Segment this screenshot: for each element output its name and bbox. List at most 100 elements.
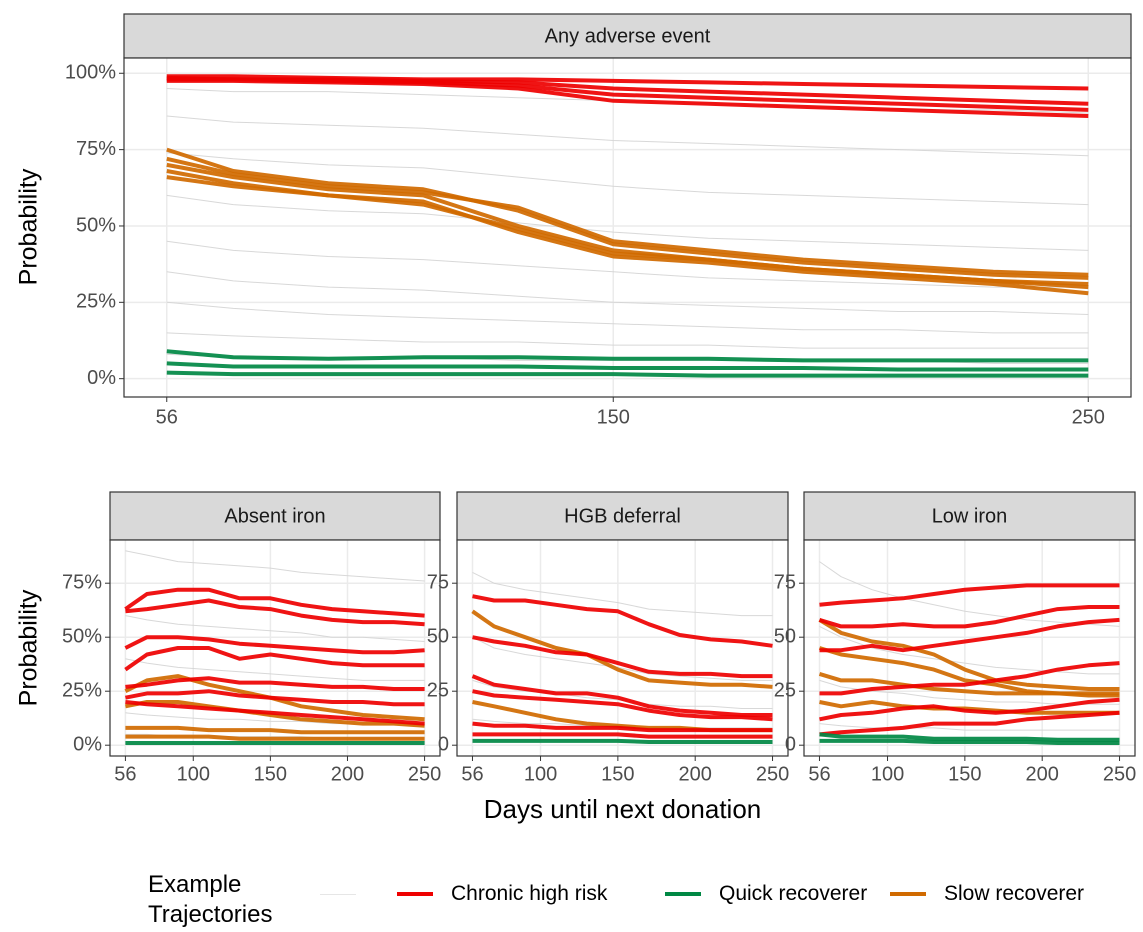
x-tick-label: 100 (177, 763, 210, 785)
trajectory-line (125, 725, 425, 735)
y-tick-label: 25% (76, 291, 116, 313)
trajectory-line (818, 605, 1120, 629)
strip (803, 491, 1136, 541)
trajectory-line (166, 147, 1089, 280)
legend-entry: Quick recoverer (665, 882, 867, 906)
y-axis-title: Probability (15, 168, 43, 285)
trajectory-line (166, 194, 1089, 251)
trajectory-line (124, 635, 425, 655)
trajectory-line (125, 658, 425, 681)
y-tick-label: 0 (785, 733, 796, 755)
y-tick-label: 0 (438, 733, 449, 755)
trajectory-line (166, 240, 1089, 288)
x-tick-label: 250 (1072, 406, 1105, 428)
x-tick-label: 200 (679, 763, 712, 785)
trajectory-line (125, 689, 425, 707)
legend-title: Example Trajectories (148, 871, 273, 928)
y-tick-label: 25 (427, 679, 449, 701)
x-tick-label: 56 (808, 763, 830, 785)
x-tick-label: 250 (408, 763, 441, 785)
trajectory-line (819, 625, 1120, 675)
trajectory-line (819, 732, 1120, 742)
trajectory-line (819, 700, 1120, 715)
trajectory-line (166, 78, 1089, 118)
legend-label: Chronic high risk (451, 882, 608, 905)
x-tick-label: 56 (156, 406, 178, 428)
legend-entry (320, 882, 374, 906)
trajectory-line (819, 561, 1120, 627)
panel-border (803, 539, 1136, 757)
legend: Example Trajectories Chronic high risk Qu… (148, 870, 1138, 930)
y-tick-label: 25 (774, 679, 796, 701)
trajectory-line (819, 583, 1120, 607)
panel-border (109, 539, 441, 757)
strip-title: HGB deferral (564, 505, 681, 527)
trajectory-line (166, 361, 1089, 372)
trajectory-line (166, 175, 1089, 286)
trajectory-line (125, 598, 425, 627)
legend-entry: Slow recoverer (890, 882, 1084, 906)
y-tick-label: 50% (76, 214, 116, 236)
trajectory-line (166, 74, 1089, 91)
trajectory-line (166, 152, 1089, 206)
x-tick-label: 200 (331, 763, 364, 785)
trajectory-line (125, 550, 425, 582)
legend-key (397, 892, 433, 896)
y-tick-label: 50% (62, 625, 102, 647)
y-tick-label: 0% (73, 733, 102, 755)
trajectory-line (166, 301, 1089, 334)
panel-bg (124, 58, 1131, 397)
legend-label: Quick recoverer (719, 882, 868, 905)
strip-title: Any adverse event (545, 25, 711, 47)
x-axis-title: Days until next donation (484, 794, 762, 824)
trajectory-line (819, 697, 1120, 722)
panel-border (123, 57, 1132, 398)
legend-entry: Chronic high risk (397, 882, 607, 906)
trajectory-line (819, 617, 1120, 653)
trajectory-line (125, 615, 425, 642)
x-tick-label: 150 (254, 763, 287, 785)
trajectory-line (166, 156, 1089, 277)
x-tick-label: 56 (461, 763, 483, 785)
x-tick-label: 150 (948, 763, 981, 785)
y-tick-label: 75% (76, 138, 116, 160)
x-tick-label: 250 (756, 763, 789, 785)
x-tick-label: 100 (524, 763, 557, 785)
y-tick-label: 100% (65, 62, 116, 84)
panel-bg (457, 540, 788, 756)
x-tick-label: 150 (601, 763, 634, 785)
trajectory-line (125, 734, 425, 741)
trajectory-line (166, 332, 1089, 349)
trajectory-line (125, 676, 425, 691)
trajectory-line (472, 721, 773, 733)
trajectory-line (818, 671, 1120, 696)
trajectory-line (125, 700, 425, 726)
y-tick-label: 50 (427, 625, 449, 647)
legend-label: Slow recoverer (944, 882, 1085, 905)
strip-title: Low iron (932, 505, 1008, 527)
trajectory-line (819, 661, 1120, 696)
trajectory-line (819, 723, 1120, 731)
legend-key (320, 893, 356, 895)
trajectory-line (166, 75, 1089, 106)
trajectory-line (166, 271, 1089, 315)
trajectory-line (124, 587, 425, 618)
y-tick-label: 50 (774, 625, 796, 647)
trajectory-line (166, 370, 1089, 378)
x-tick-label: 200 (1026, 763, 1059, 785)
trajectory-line (819, 710, 1120, 737)
y-tick-label: 0% (87, 367, 116, 389)
trajectory-line (124, 646, 425, 672)
y-axis-title: Probability (15, 589, 43, 706)
x-tick-label: 100 (871, 763, 904, 785)
panel-border (456, 539, 789, 757)
trajectory-line (818, 618, 1120, 691)
strip (456, 491, 789, 541)
trajectory-line (472, 738, 773, 744)
x-tick-label: 56 (114, 763, 136, 785)
trajectory-line (125, 700, 425, 728)
legend-key (665, 892, 701, 896)
trajectory-line (472, 689, 773, 722)
